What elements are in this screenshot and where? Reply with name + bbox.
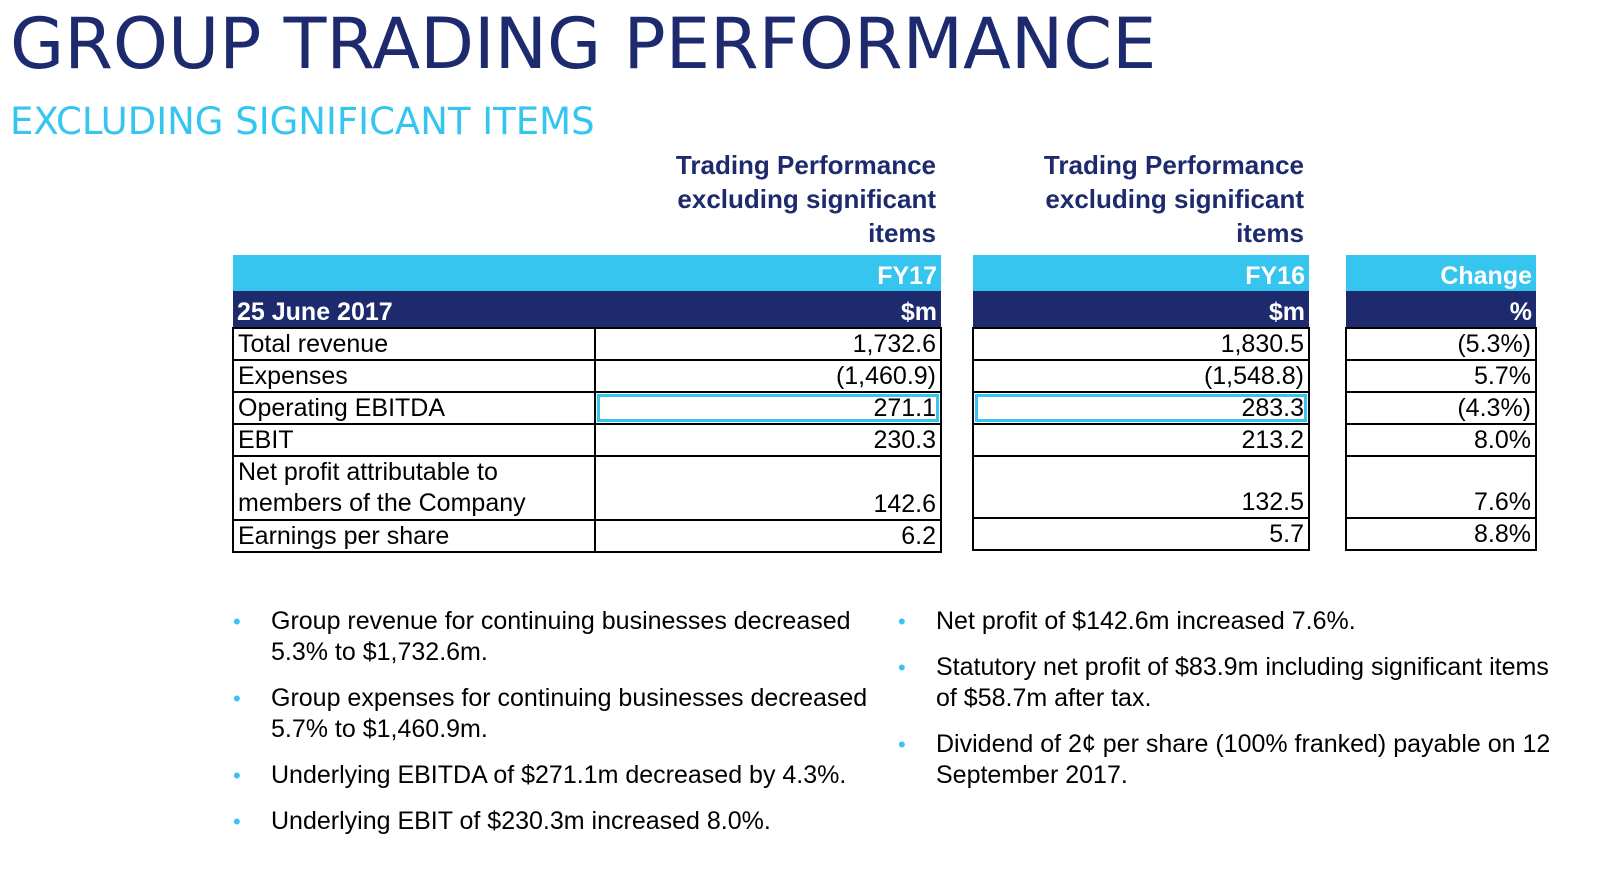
bullet-icon: • — [233, 609, 241, 634]
bullet-text: Statutory net profit of $83.9m including… — [936, 653, 1549, 712]
bullet-text: Group expenses for continuing businesses… — [271, 684, 868, 743]
bullet-text: Underlying EBIT of $230.3m increased 8.0… — [271, 807, 771, 835]
fy16-unit: $m — [973, 291, 1309, 328]
fy17-value: (1,460.9) — [594, 359, 942, 393]
list-item: • Group expenses for continuing businesse… — [233, 683, 893, 745]
table-row: 5.7% — [1345, 359, 1537, 393]
bullet-icon: • — [233, 686, 241, 711]
fy16-table: FY16 $m 1,830.5 (1,548.8) 283.3 213.2 13… — [972, 255, 1310, 551]
fy16-header-row: FY16 — [973, 255, 1309, 291]
fy16-value: 1,830.5 — [972, 327, 1310, 361]
decorative-edge — [0, 150, 20, 790]
fy16-value: (1,548.8) — [972, 359, 1310, 393]
row-label: EBIT — [232, 423, 596, 457]
table-row: 8.0% — [1345, 423, 1537, 457]
change-value: (4.3%) — [1345, 391, 1537, 425]
fy17-value: 1,732.6 — [594, 327, 942, 361]
fy17-column-heading: Trading Performance excluding significan… — [675, 150, 936, 248]
table-row: (1,548.8) — [972, 359, 1310, 393]
fy16-value: 213.2 — [972, 423, 1310, 457]
fy16-value-highlighted: 283.3 — [972, 391, 1310, 425]
bullet-text: Underlying EBITDA of $271.1m decreased b… — [271, 761, 847, 789]
bullet-icon: • — [233, 763, 241, 788]
list-item: • Underlying EBIT of $230.3m increased 8.… — [233, 806, 893, 837]
fy16-unit-row: $m — [973, 291, 1309, 328]
bullet-icon: • — [898, 732, 906, 757]
fy17-header-row: FY17 — [233, 255, 941, 291]
list-item: • Net profit of $142.6m increased 7.6%. — [898, 606, 1558, 637]
table-row: 213.2 — [972, 423, 1310, 457]
bullet-icon: • — [233, 809, 241, 834]
right-bullet-list: • Net profit of $142.6m increased 7.6%. •… — [898, 606, 1558, 806]
table-row: (4.3%) — [1345, 391, 1537, 425]
bullet-text: Dividend of 2¢ per share (100% franked) … — [936, 730, 1551, 789]
header-blank — [233, 255, 595, 291]
fy16-header: FY16 — [973, 255, 1309, 291]
row-label: Total revenue — [232, 327, 596, 361]
table-row: 132.5 — [972, 455, 1310, 519]
bullet-icon: • — [898, 655, 906, 680]
change-value: 8.0% — [1345, 423, 1537, 457]
change-value: (5.3%) — [1345, 327, 1537, 361]
list-item: • Underlying EBITDA of $271.1m decreased … — [233, 760, 893, 791]
table-row: 5.7 — [972, 517, 1310, 551]
list-item: • Statutory net profit of $83.9m includin… — [898, 652, 1558, 714]
bullet-text: Net profit of $142.6m increased 7.6%. — [936, 607, 1356, 635]
change-header-row: Change — [1346, 255, 1536, 291]
change-header: Change — [1346, 255, 1536, 291]
fy17-value-highlighted: 271.1 — [594, 391, 942, 425]
list-item: • Group revenue for continuing businesses… — [233, 606, 893, 668]
fy16-value: 132.5 — [972, 455, 1310, 519]
fy16-column-heading: Trading Performance excluding significan… — [1043, 150, 1304, 248]
change-unit: % — [1346, 291, 1536, 328]
table-row: 7.6% — [1345, 455, 1537, 519]
list-item: • Dividend of 2¢ per share (100% franked)… — [898, 729, 1558, 791]
table-row: Earnings per share 6.2 — [232, 519, 942, 553]
period-label: 25 June 2017 — [233, 291, 595, 328]
change-value: 7.6% — [1345, 455, 1537, 519]
fy17-value: 230.3 — [594, 423, 942, 457]
left-bullet-list: • Group revenue for continuing businesses… — [233, 606, 893, 852]
fy17-unit-row: 25 June 2017 $m — [233, 291, 941, 328]
bullet-icon: • — [898, 609, 906, 634]
table-row: 1,830.5 — [972, 327, 1310, 361]
table-row: Total revenue 1,732.6 — [232, 327, 942, 361]
table-row: EBIT 230.3 — [232, 423, 942, 457]
table-row: 283.3 — [972, 391, 1310, 425]
row-label: Expenses — [232, 359, 596, 393]
bullet-text: Group revenue for continuing businesses … — [271, 607, 851, 666]
page-title: GROUP TRADING PERFORMANCE — [10, 3, 1157, 85]
change-value: 8.8% — [1345, 517, 1537, 551]
fy17-table: FY17 25 June 2017 $m Total revenue 1,732… — [232, 255, 942, 553]
row-label: Operating EBITDA — [232, 391, 596, 425]
table-row: Operating EBITDA 271.1 — [232, 391, 942, 425]
fy17-value: 142.6 — [594, 455, 942, 521]
fy17-unit: $m — [595, 291, 941, 328]
table-row: Net profit attributable to members of th… — [232, 455, 942, 521]
table-row: 8.8% — [1345, 517, 1537, 551]
table-row: Expenses (1,460.9) — [232, 359, 942, 393]
row-label: Earnings per share — [232, 519, 596, 553]
change-unit-row: % — [1346, 291, 1536, 328]
table-row: (5.3%) — [1345, 327, 1537, 361]
fy17-value: 6.2 — [594, 519, 942, 553]
page-subtitle: EXCLUDING SIGNIFICANT ITEMS — [10, 100, 595, 143]
fy16-value: 5.7 — [972, 517, 1310, 551]
row-label: Net profit attributable to members of th… — [232, 455, 596, 521]
change-table: Change % (5.3%) 5.7% (4.3%) 8.0% 7.6% 8.… — [1345, 255, 1537, 551]
fy17-header: FY17 — [595, 255, 941, 291]
change-value: 5.7% — [1345, 359, 1537, 393]
